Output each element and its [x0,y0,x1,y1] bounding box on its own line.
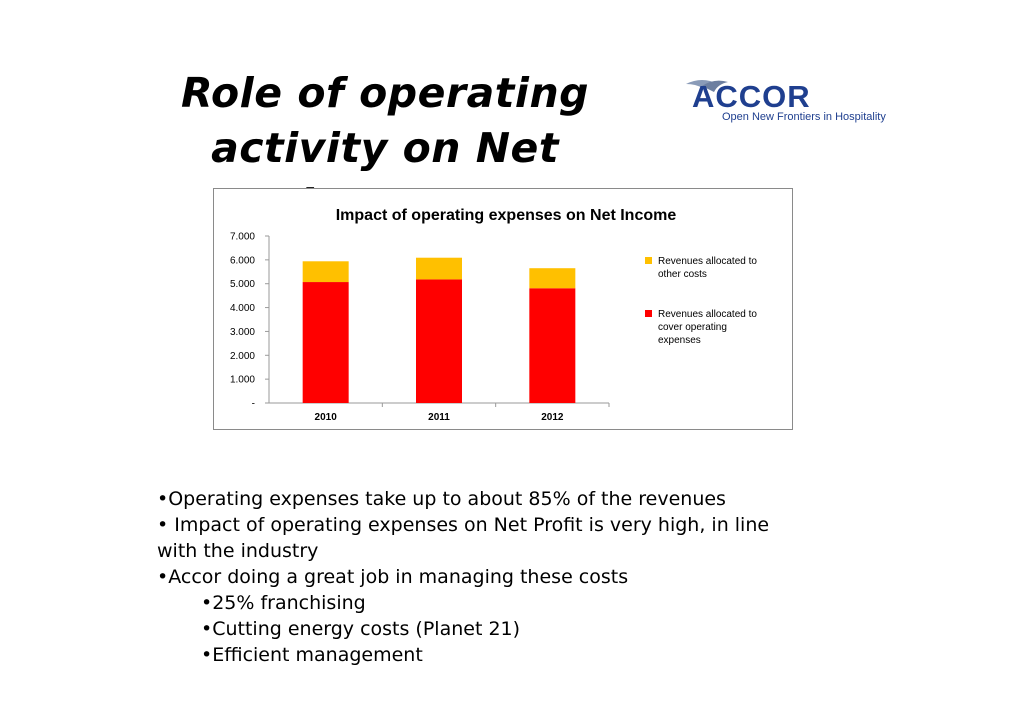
y-tick-label: 2.000 [230,351,255,362]
bullet-sub-item: •Cutting energy costs (Planet 21) [201,618,521,640]
legend-swatch [645,310,652,317]
y-tick-label: 4.000 [230,303,255,314]
bar-segment-operating-expenses [416,279,462,403]
x-tick-label: 2010 [315,412,338,423]
bullet-sub-item: •25% franchising [201,592,366,614]
legend-label: expenses [658,335,701,346]
logo-tagline: Open New Frontiers in Hospitality [722,111,886,123]
y-tick-label: 3.000 [230,327,255,338]
bar-segment-other-costs [529,268,576,289]
bullet-item: • Impact of operating expenses on Net Pr… [157,514,770,562]
bird-icon [686,80,728,92]
bullet-list: •Operating expenses take up to about 85%… [157,486,857,668]
slide-title: Role of operating activity on Net Income [150,66,620,231]
bullet-item: •Accor doing a great job in managing the… [157,566,629,588]
legend-label: Revenues allocated to [658,256,757,267]
y-tick-label: 5.000 [230,279,255,290]
legend-label: other costs [658,269,707,280]
logo-wordmark: ACCOR [692,79,811,114]
legend-label: Revenues allocated to [658,309,757,320]
bar-segment-other-costs [416,257,462,280]
x-tick-label: 2011 [428,412,450,423]
bullet-sub-item: •Efficient management [201,644,423,666]
accor-logo: ACCOR Open New Frontiers in Hospitality [684,72,904,128]
y-tick-label: 7.000 [230,232,255,243]
bullet-item: •Operating expenses take up to about 85%… [157,488,726,510]
bar-segment-operating-expenses [302,282,349,403]
chart-title: Impact of operating expenses on Net Inco… [336,207,677,224]
stacked-bar-chart: Impact of operating expenses on Net Inco… [230,207,757,423]
y-tick-label: - [252,399,255,410]
bar-segment-other-costs [302,261,349,283]
title-line-1: Role of operating [180,69,589,117]
y-tick-label: 6.000 [230,255,255,266]
legend-label: cover operating [658,322,727,333]
chart-container: Impact of operating expenses on Net Inco… [213,188,793,430]
bar-segment-operating-expenses [529,288,576,403]
legend-swatch [645,257,652,264]
x-tick-label: 2012 [541,412,564,423]
y-tick-label: 1.000 [230,375,255,386]
